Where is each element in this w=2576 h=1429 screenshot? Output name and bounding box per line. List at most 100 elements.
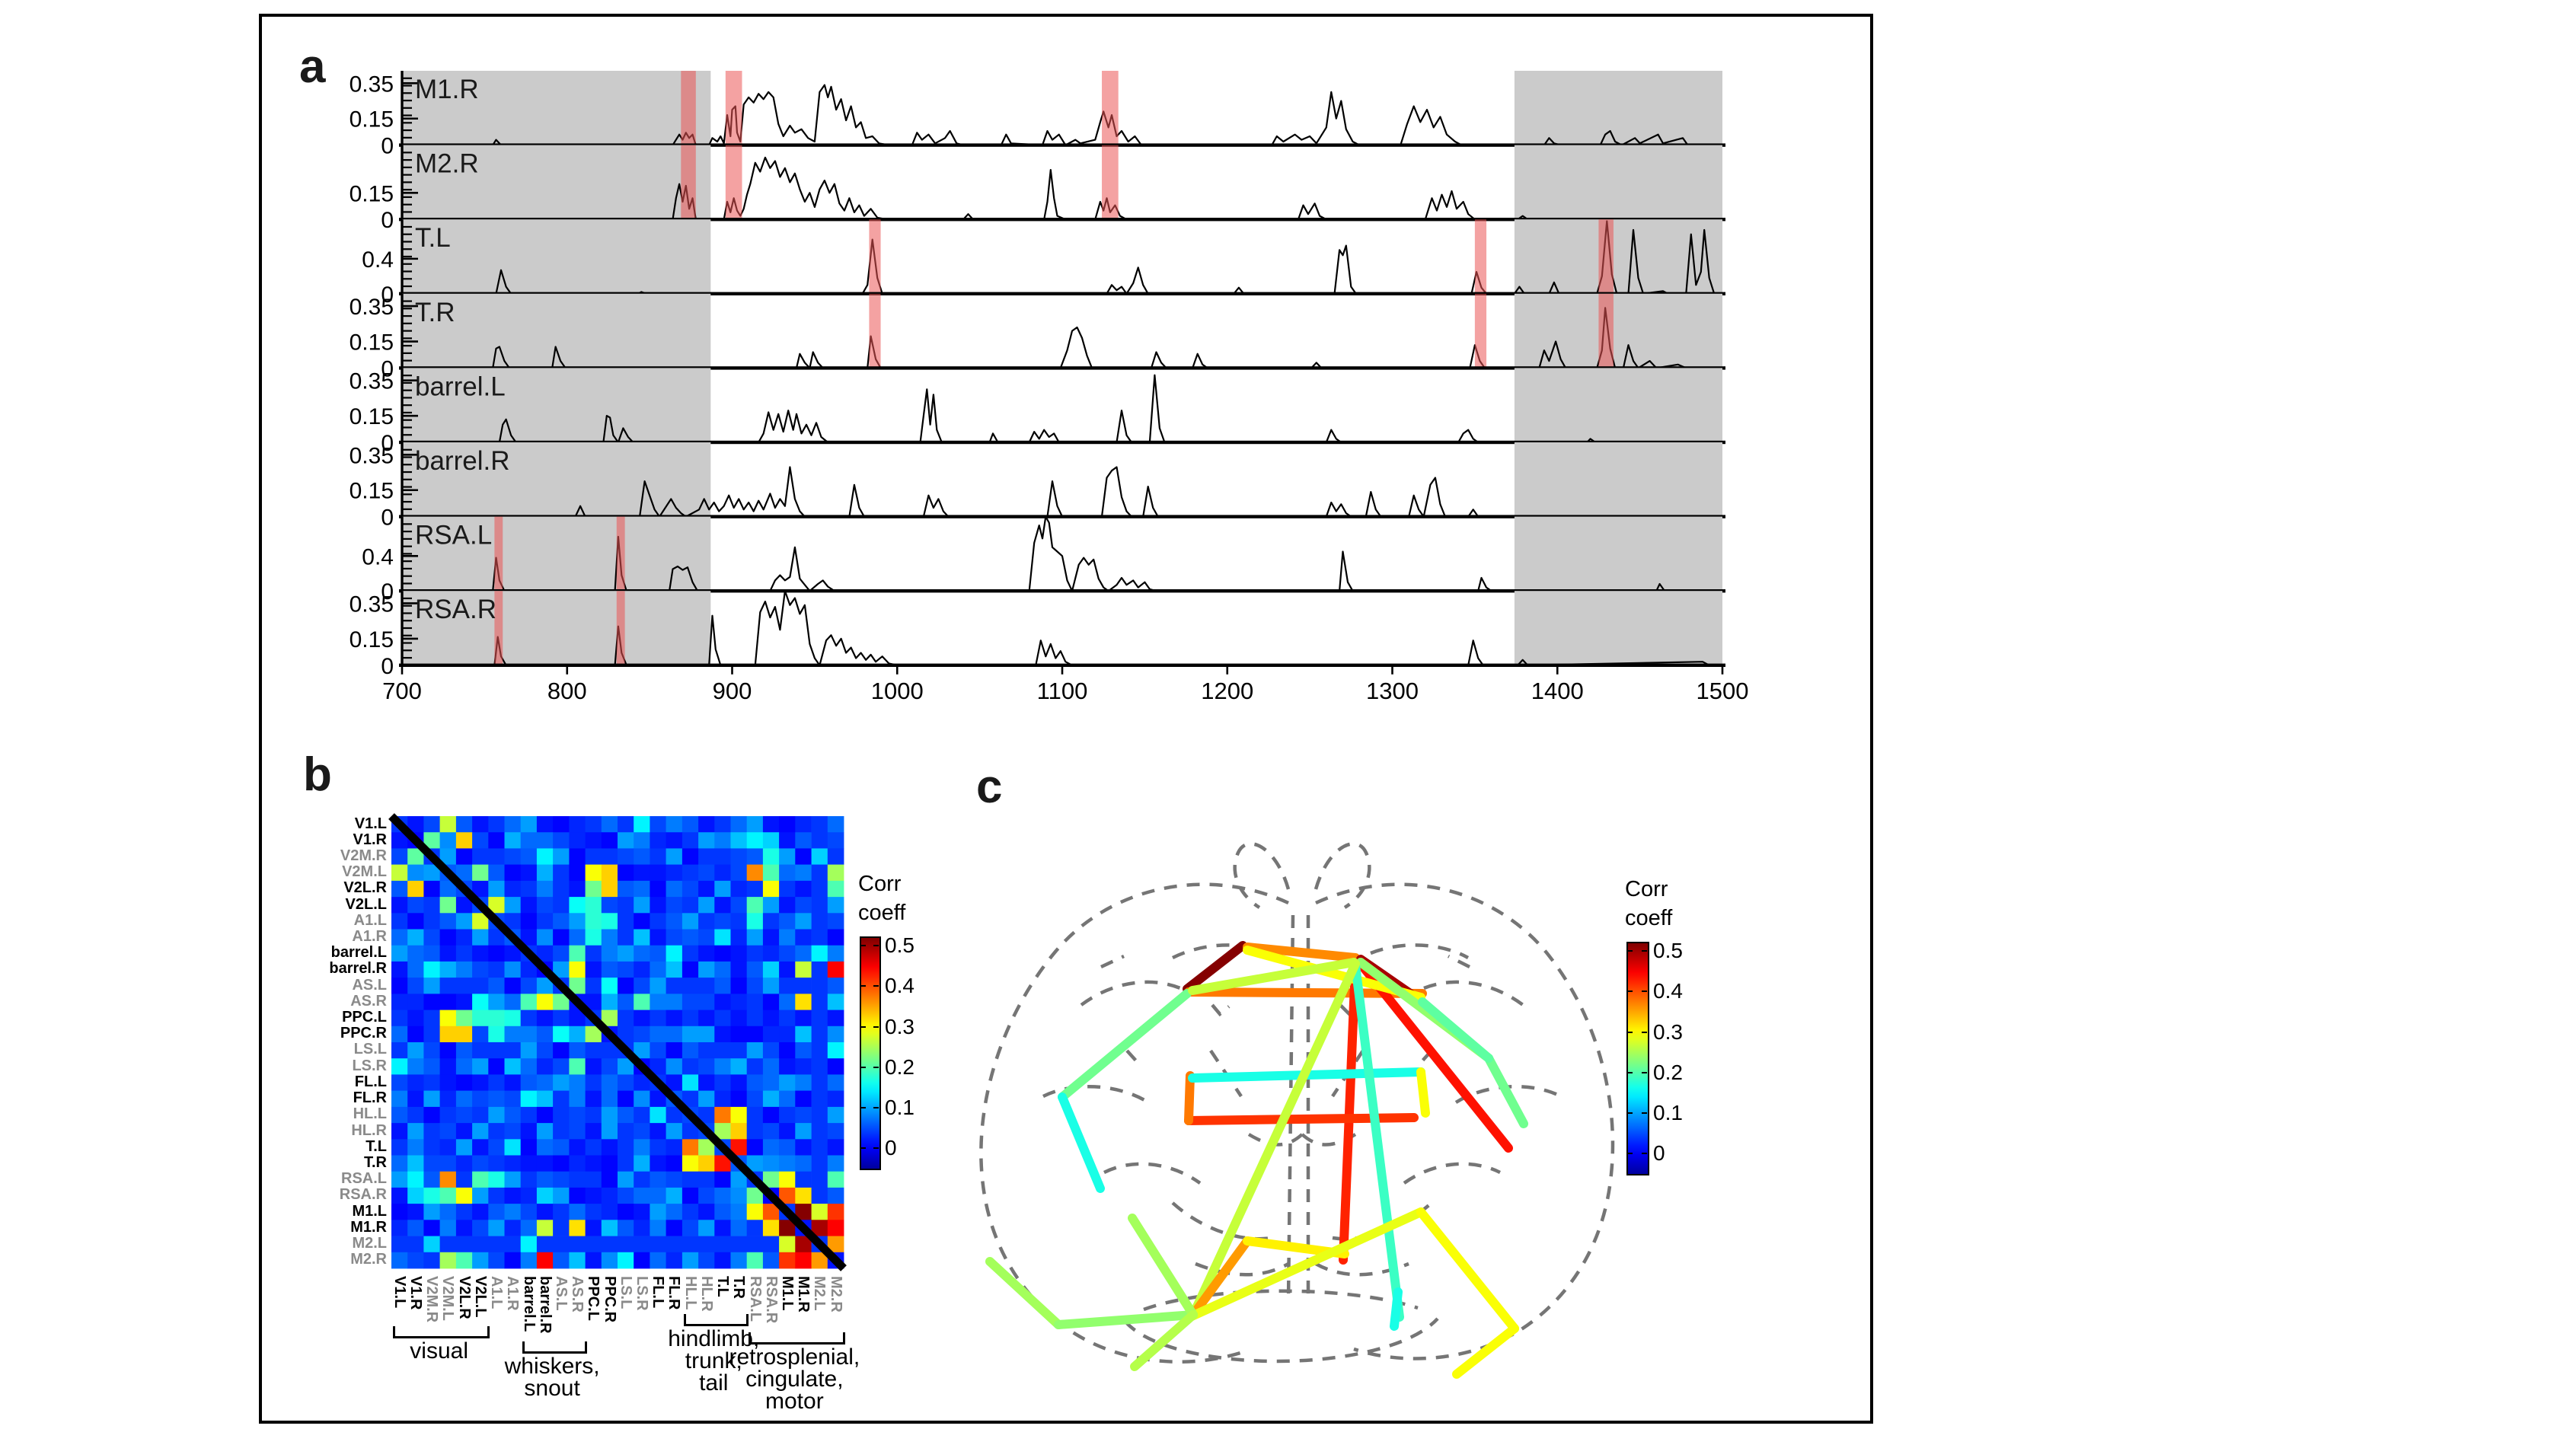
correlation-edge bbox=[1054, 1310, 1198, 1329]
x-tick-label: 1300 bbox=[1366, 677, 1419, 704]
matrix-column-label: AS.R bbox=[569, 1276, 586, 1313]
matrix-cell bbox=[762, 913, 780, 930]
matrix-cell bbox=[423, 1090, 441, 1108]
matrix-cell bbox=[601, 1155, 618, 1172]
matrix-cell bbox=[536, 832, 554, 849]
matrix-row-label: PPC.L bbox=[342, 1009, 387, 1026]
trace-row-title: T.R bbox=[415, 298, 455, 327]
correlation-edge bbox=[1243, 943, 1360, 962]
matrix-column-label: PPC.L bbox=[585, 1276, 602, 1321]
panel-c-label: c bbox=[976, 761, 1003, 813]
matrix-cell bbox=[585, 1042, 602, 1059]
matrix-cell bbox=[569, 1155, 586, 1172]
matrix-cell bbox=[666, 880, 683, 898]
matrix-cell bbox=[795, 897, 812, 914]
matrix-cell bbox=[423, 1220, 441, 1236]
matrix-cell bbox=[407, 1123, 424, 1140]
matrix-cell bbox=[553, 1074, 570, 1092]
matrix-cell bbox=[682, 945, 699, 962]
matrix-cell bbox=[472, 1090, 489, 1108]
matrix-cell bbox=[536, 1171, 554, 1188]
matrix-row-label: AS.L bbox=[352, 976, 387, 994]
matrix-cell bbox=[666, 832, 683, 849]
colorbar-tick-label: 0.5 bbox=[1653, 939, 1683, 963]
matrix-cell bbox=[811, 961, 828, 978]
matrix-cell bbox=[762, 1074, 780, 1092]
matrix-cell bbox=[698, 1236, 715, 1253]
matrix-cell bbox=[472, 1204, 489, 1220]
matrix-cell bbox=[423, 1025, 441, 1043]
matrix-cell bbox=[553, 1025, 570, 1043]
matrix-cell bbox=[618, 816, 634, 833]
matrix-cell bbox=[650, 1106, 667, 1124]
x-tick-label: 1100 bbox=[1036, 677, 1088, 704]
matrix-cell bbox=[730, 929, 748, 946]
matrix-cell bbox=[795, 1155, 812, 1172]
matrix-cell bbox=[439, 1025, 457, 1043]
matrix-cell bbox=[601, 961, 618, 978]
matrix-column-label: V2L.R bbox=[455, 1276, 473, 1319]
matrix-cell bbox=[650, 945, 667, 962]
matrix-cell bbox=[488, 1010, 505, 1027]
trace-row-title: RSA.L bbox=[415, 521, 492, 550]
matrix-row-label: A1.L bbox=[353, 911, 387, 929]
matrix-cell bbox=[488, 961, 505, 978]
matrix-column-label: HL.L bbox=[682, 1276, 699, 1310]
matrix-cell bbox=[650, 1155, 667, 1172]
colorbar-tick-label: 0.2 bbox=[1653, 1060, 1683, 1084]
matrix-cell bbox=[569, 1187, 586, 1204]
matrix-cell bbox=[520, 1187, 538, 1204]
trace-row-title: RSA.R bbox=[415, 595, 496, 624]
matrix-cell bbox=[795, 961, 812, 978]
matrix-cell bbox=[520, 1139, 538, 1156]
matrix-cell bbox=[455, 913, 473, 930]
matrix-cell bbox=[553, 1010, 570, 1027]
matrix-cell bbox=[504, 1042, 522, 1059]
matrix-row-label: HL.L bbox=[353, 1105, 387, 1123]
matrix-cell bbox=[827, 1187, 844, 1204]
matrix-cell bbox=[553, 913, 570, 930]
matrix-cell bbox=[698, 913, 715, 930]
matrix-cell bbox=[536, 864, 554, 882]
matrix-cell bbox=[455, 1187, 473, 1204]
matrix-cell bbox=[536, 1010, 554, 1027]
matrix-cell bbox=[666, 1074, 683, 1092]
matrix-cell bbox=[714, 1090, 731, 1108]
panel-b-label: b bbox=[303, 748, 332, 801]
matrix-cell bbox=[391, 1074, 408, 1092]
matrix-cell bbox=[488, 1236, 505, 1253]
matrix-row-label: V1.R bbox=[353, 831, 387, 848]
correlation-edge bbox=[1189, 1236, 1252, 1319]
matrix-cell bbox=[634, 1090, 650, 1108]
matrix-cell bbox=[504, 848, 522, 866]
matrix-cell bbox=[553, 1220, 570, 1236]
matrix-cell bbox=[601, 1010, 618, 1027]
matrix-column-label: LS.L bbox=[617, 1276, 634, 1309]
event-highlight-band bbox=[1102, 145, 1119, 220]
matrix-cell bbox=[601, 1090, 618, 1108]
colorbar-tick-mark bbox=[1627, 1153, 1633, 1155]
matrix-cell bbox=[811, 1139, 828, 1156]
matrix-cell bbox=[536, 1139, 554, 1156]
matrix-cell bbox=[423, 1058, 441, 1075]
matrix-cell bbox=[827, 978, 844, 994]
matrix-cell bbox=[488, 1090, 505, 1108]
matrix-cell bbox=[504, 816, 522, 833]
correlation-edge bbox=[1183, 941, 1247, 994]
matrix-cell bbox=[634, 929, 650, 946]
matrix-cell bbox=[650, 1252, 667, 1269]
matrix-cell bbox=[391, 897, 408, 914]
matrix-cell bbox=[488, 864, 505, 882]
matrix-cell bbox=[682, 897, 699, 914]
matrix-cell bbox=[391, 1236, 408, 1253]
matrix-cell bbox=[504, 1010, 522, 1027]
matrix-cell bbox=[585, 897, 602, 914]
matrix-cell bbox=[811, 978, 828, 994]
matrix-cell bbox=[472, 1187, 489, 1204]
matrix-cell bbox=[423, 1042, 441, 1059]
matrix-cell bbox=[407, 1187, 424, 1204]
matrix-cell bbox=[811, 1042, 828, 1059]
matrix-cell bbox=[811, 1025, 828, 1043]
trace-row-T.L: T.L 0.4 0 bbox=[362, 219, 1725, 308]
